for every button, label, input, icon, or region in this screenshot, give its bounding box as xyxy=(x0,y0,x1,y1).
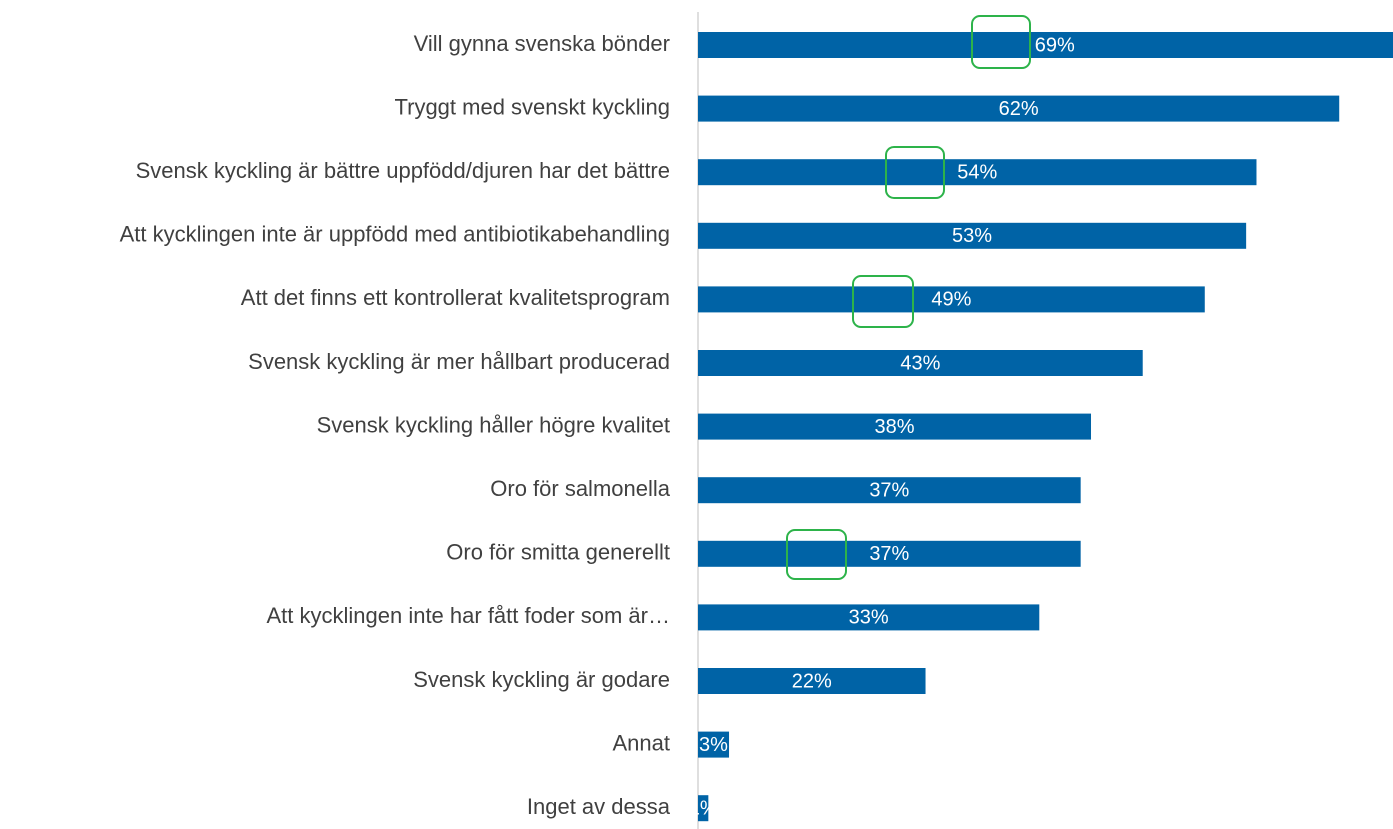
bar xyxy=(698,668,926,694)
bar xyxy=(698,477,1081,504)
bar xyxy=(698,604,1040,631)
category-label: Svensk kyckling är godare xyxy=(413,667,670,692)
bar xyxy=(698,159,1257,186)
bar xyxy=(698,731,730,758)
category-label: Att kycklingen inte är uppfödd med antib… xyxy=(120,222,670,247)
bar xyxy=(698,95,1340,122)
bar xyxy=(698,795,709,822)
value-label: 53% xyxy=(952,225,992,247)
category-label: Oro för salmonella xyxy=(490,476,671,501)
value-label: 22% xyxy=(792,670,832,692)
value-label: 49% xyxy=(931,289,971,311)
value-label: 37% xyxy=(869,479,909,501)
value-label: 43% xyxy=(900,352,940,374)
highlight-box xyxy=(786,529,847,580)
value-label: 62% xyxy=(999,98,1039,120)
bars: 69% 62% 54% 53% 49% 43% 38% 37% 37% 33% 22% 3% 1% xyxy=(689,32,1393,822)
value-label: 37% xyxy=(869,543,909,565)
category-label: Att kycklingen inte har fått foder som ä… xyxy=(266,603,670,628)
category-label: Inget av dessa xyxy=(527,794,671,819)
highlights xyxy=(786,15,1031,580)
category-label: Att det finns ett kontrollerat kvalitets… xyxy=(241,285,670,310)
category-label: Tryggt med svenskt kyckling xyxy=(395,94,671,119)
category-label: Svensk kyckling är bättre uppfödd/djuren… xyxy=(136,158,670,183)
bar xyxy=(698,222,1247,249)
value-label: 33% xyxy=(849,607,889,629)
bar xyxy=(698,540,1081,567)
value-label: 54% xyxy=(957,161,997,183)
bar xyxy=(698,32,1393,58)
category-label: Annat xyxy=(613,730,671,755)
highlight-box xyxy=(971,15,1031,69)
category-label: Vill gynna svenska bönder xyxy=(414,31,670,56)
highlight-box xyxy=(852,275,914,328)
value-label: 69% xyxy=(1035,34,1075,56)
value-label: 3% xyxy=(699,734,728,756)
value-label: 38% xyxy=(874,416,914,438)
bar xyxy=(698,286,1205,313)
category-label: Svensk kyckling är mer hållbart producer… xyxy=(248,349,670,374)
category-label: Svensk kyckling håller högre kvalitet xyxy=(317,412,670,437)
value-label: 1% xyxy=(689,797,718,819)
bar xyxy=(698,413,1092,440)
category-label: Oro för smitta generellt xyxy=(446,540,670,565)
highlight-box xyxy=(885,146,945,199)
bar xyxy=(698,350,1143,376)
